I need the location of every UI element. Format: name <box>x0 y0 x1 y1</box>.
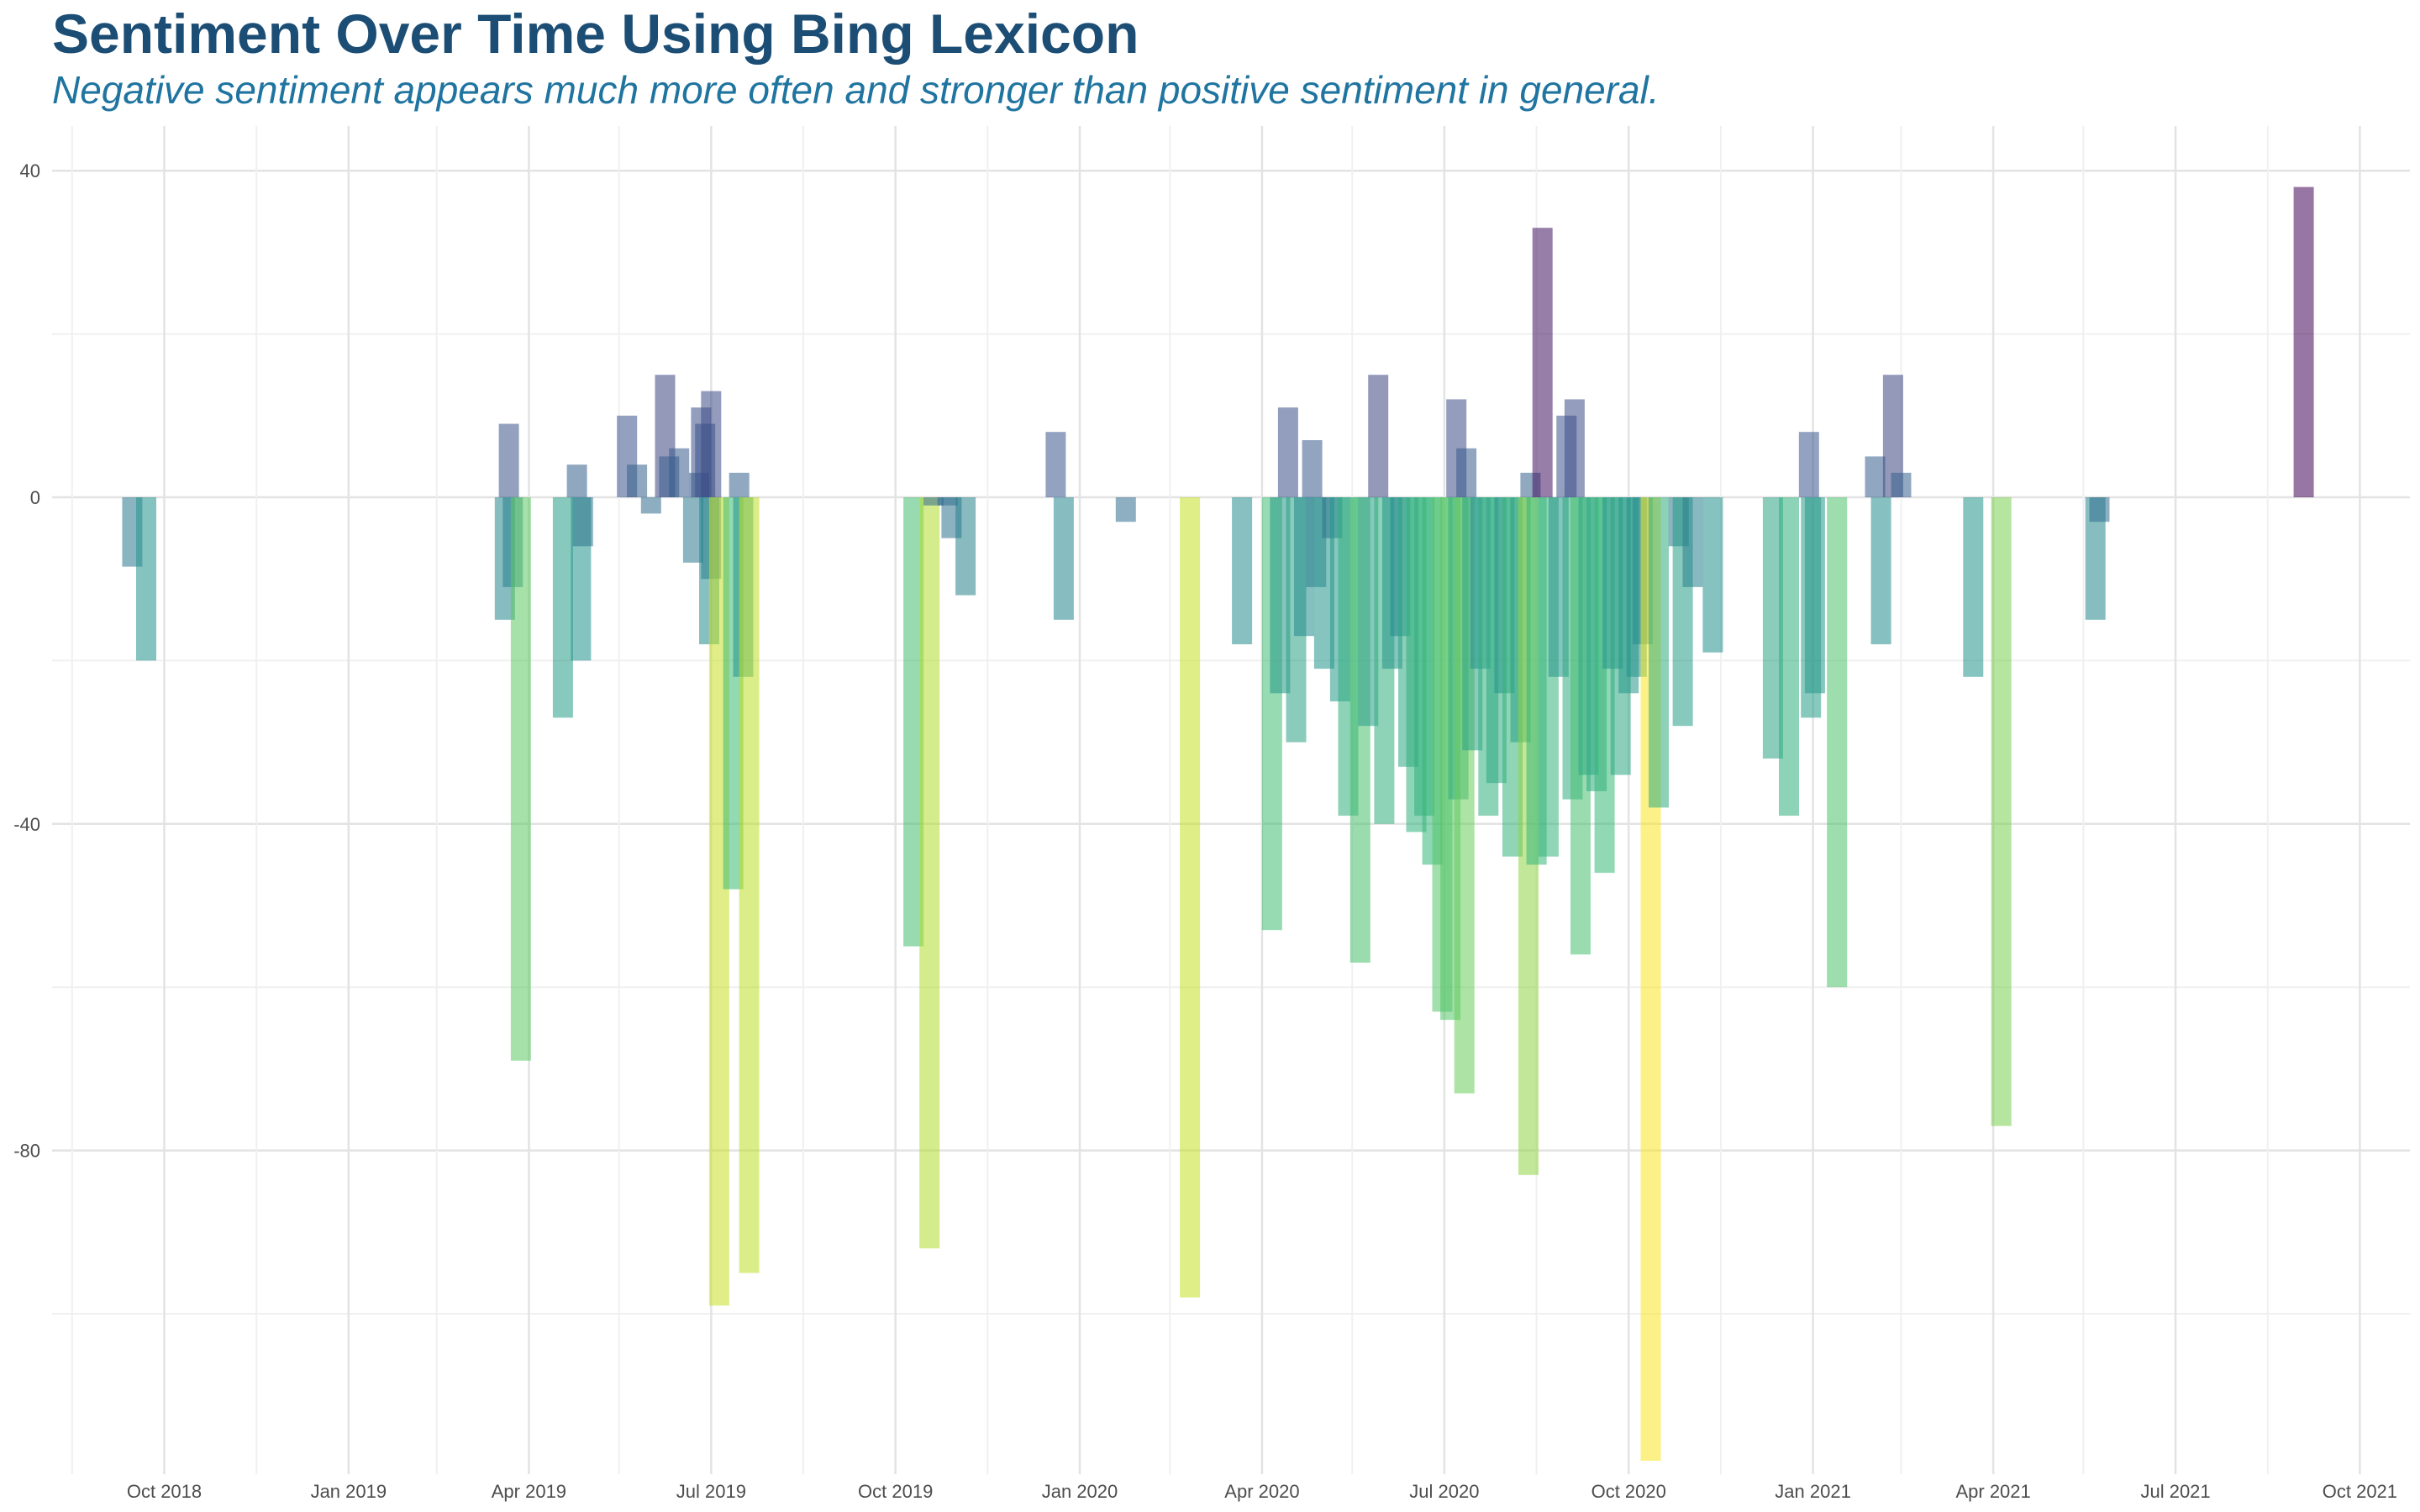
x-tick-label: Oct 2021 <box>2323 1481 2397 1502</box>
sentiment-bar <box>136 497 156 661</box>
bars <box>122 186 2314 1461</box>
gridlines <box>52 126 2410 1474</box>
sentiment-bar <box>1456 448 1477 497</box>
sentiment-bar <box>1532 228 1553 497</box>
sentiment-bar <box>1702 497 1723 653</box>
sentiment-bar <box>1053 497 1074 620</box>
sentiment-bar <box>2293 186 2314 497</box>
sentiment-bar <box>955 497 976 596</box>
sentiment-bar <box>1804 497 1825 694</box>
x-tick-label: Jan 2020 <box>1042 1481 1118 1502</box>
x-tick-label: Oct 2018 <box>127 1481 202 1502</box>
x-tick-label: Oct 2019 <box>858 1481 933 1502</box>
sentiment-bar <box>1963 497 1984 677</box>
sentiment-bar <box>739 497 760 1273</box>
sentiment-bar <box>1991 497 2012 1126</box>
x-tick-label: Jul 2020 <box>1409 1481 1479 1502</box>
sentiment-bar <box>1827 497 1848 988</box>
sentiment-bar <box>640 497 661 514</box>
y-tick-label: -80 <box>13 1141 40 1162</box>
sentiment-bar <box>1865 456 1886 497</box>
sentiment-bar <box>923 497 944 506</box>
sentiment-bar <box>627 465 648 497</box>
sentiment-bar <box>510 497 531 1061</box>
x-tick-label: Oct 2020 <box>1591 1481 1666 1502</box>
sentiment-bar <box>1891 472 1912 497</box>
sentiment-bar <box>1682 497 1703 587</box>
sentiment-bar <box>1564 399 1585 497</box>
sentiment-bar <box>1232 497 1253 644</box>
x-tick-label: Apr 2020 <box>1224 1481 1299 1502</box>
sentiment-bar <box>572 497 593 547</box>
x-tick-label: Jul 2019 <box>676 1481 746 1502</box>
x-tick-label: Jul 2021 <box>2140 1481 2210 1502</box>
sentiment-bar <box>1649 497 1669 808</box>
sentiment-bar <box>1045 432 1066 497</box>
x-tick-label: Jan 2021 <box>1775 1481 1851 1502</box>
sentiment-bar <box>701 391 722 497</box>
sentiment-bar <box>1277 407 1298 497</box>
sentiment-bar <box>1779 497 1799 816</box>
y-tick-label: 40 <box>20 160 40 181</box>
y-tick-label: 0 <box>30 487 40 508</box>
sentiment-bar <box>1302 440 1323 497</box>
sentiment-bar <box>566 465 587 497</box>
x-tick-label: Jan 2019 <box>311 1481 387 1502</box>
sentiment-bar <box>729 472 750 497</box>
y-tick-label: -40 <box>13 814 40 835</box>
axis-labels: 40 0 -40 -80 Oct 2018 Jan 2019 Apr 2019 Jul 201… <box>13 160 2397 1502</box>
sentiment-bar <box>1368 375 1389 497</box>
x-tick-label: Apr 2019 <box>492 1481 566 1502</box>
sentiment-bar <box>1180 497 1201 1298</box>
chart-title: Sentiment Over Time Using Bing Lexicon <box>52 3 1139 65</box>
x-tick-label: Apr 2021 <box>1955 1481 2030 1502</box>
sentiment-bar <box>1870 497 1891 644</box>
chart-subtitle: Negative sentiment appears much more oft… <box>52 68 1660 112</box>
sentiment-bar <box>1798 432 1819 497</box>
sentiment-bar <box>1115 497 1136 522</box>
sentiment-bar <box>498 423 519 497</box>
sentiment-bar <box>2089 497 2110 522</box>
sentiment-bar <box>919 497 940 1249</box>
sentiment-bar <box>552 497 573 718</box>
sentiment-bar <box>669 448 690 497</box>
